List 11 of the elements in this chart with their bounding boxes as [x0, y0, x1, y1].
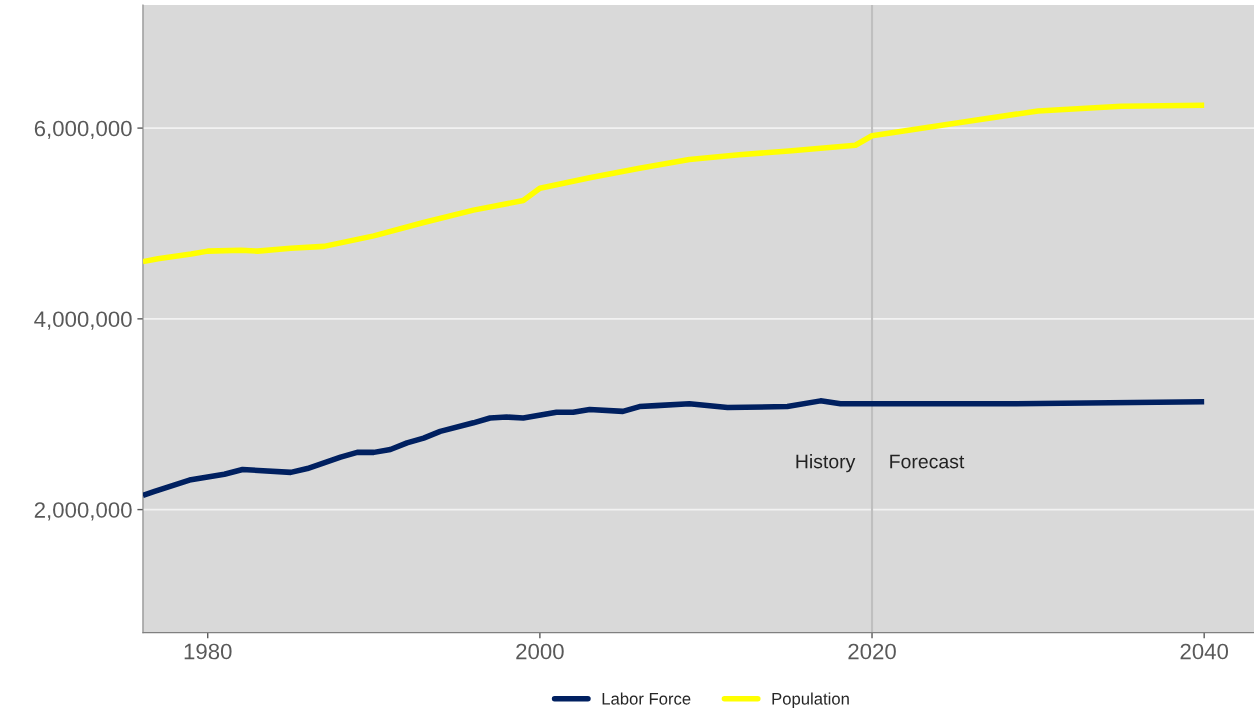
x-tick-label: 2000	[516, 643, 564, 660]
legend-label: Labor Force	[602, 692, 691, 705]
x-tick-label: 2020	[848, 643, 896, 660]
x-tick-label: 1980	[184, 643, 232, 660]
y-tick-label: 4,000,000	[34, 311, 132, 330]
legend-label: Population	[772, 692, 849, 708]
annotation: History	[796, 454, 856, 473]
x-tick-label: 2040	[1180, 643, 1229, 660]
y-tick-label: 6,000,000	[34, 120, 132, 139]
y-tick-label: 2,000,000	[34, 502, 132, 521]
annotation: Forecast	[890, 454, 965, 469]
